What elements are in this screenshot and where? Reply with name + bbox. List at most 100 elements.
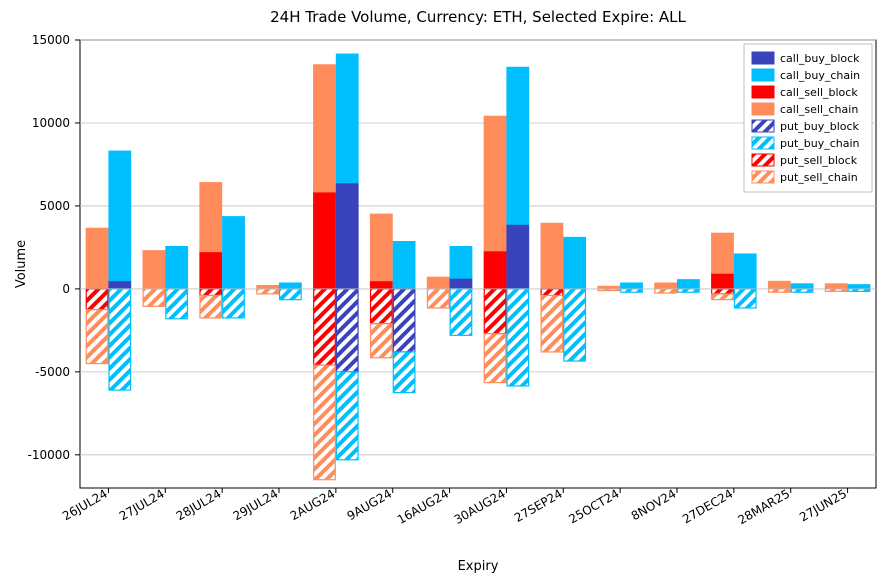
bar-call-buy-chain <box>848 285 870 289</box>
bar-call-buy-chain <box>166 247 188 289</box>
bar-call-sell-block <box>484 251 506 289</box>
x-tick-label: 8NOV24 <box>629 486 679 523</box>
bar-call-buy-chain <box>791 284 813 289</box>
bar-put-buy-chain <box>678 289 700 292</box>
y-tick-label: -5000 <box>35 365 70 379</box>
bar-put-buy-chain <box>336 372 358 460</box>
y-tick-label: 5000 <box>39 199 70 213</box>
bar-call-buy-chain <box>450 247 472 279</box>
x-tick-label: 27JUN25 <box>797 486 849 524</box>
bar-put-sell-block <box>200 289 222 296</box>
bar-put-sell-chain <box>769 289 791 292</box>
bar-put-sell-chain <box>200 296 222 318</box>
bar-put-buy-chain <box>393 352 415 393</box>
y-axis-label: Volume <box>14 240 29 288</box>
legend-label: call_sell_block <box>780 86 858 99</box>
bar-call-buy-chain <box>280 283 302 289</box>
bar-call-sell-chain <box>541 223 563 289</box>
legend-label: call_buy_chain <box>780 69 860 82</box>
bar-call-buy-chain <box>564 237 586 288</box>
bar-put-sell-block <box>484 289 506 334</box>
y-tick-label: 0 <box>62 282 70 296</box>
legend-label: put_buy_block <box>780 120 860 133</box>
bar-call-sell-chain <box>427 277 449 289</box>
bar-put-sell-block <box>314 289 336 365</box>
bar-put-sell-chain <box>143 289 165 306</box>
x-tick-label: 28MAR25 <box>735 486 792 527</box>
bar-call-buy-chain <box>621 283 643 289</box>
x-tick-label: 2AUG24 <box>288 486 338 523</box>
bar-put-buy-block <box>393 289 415 352</box>
bar-call-buy-chain <box>109 151 131 280</box>
bar-put-buy-chain <box>564 289 586 361</box>
bar-call-buy-chain <box>507 67 529 224</box>
x-axis-label: Expiry <box>458 559 499 574</box>
bar-call-sell-chain <box>769 281 791 288</box>
bar-put-sell-chain <box>371 324 393 358</box>
bar-call-buy-block <box>450 278 472 289</box>
bar-put-buy-chain <box>280 289 302 300</box>
legend-swatch <box>752 154 774 166</box>
legend-label: put_sell_chain <box>780 171 858 184</box>
y-tick-label: 15000 <box>32 33 70 47</box>
bar-put-sell-block <box>86 289 108 310</box>
bar-call-sell-block <box>314 192 336 289</box>
bar-put-buy-chain <box>734 289 756 308</box>
x-tick-label: 29JUL24 <box>231 486 281 523</box>
bar-call-sell-chain <box>712 233 734 273</box>
bar-put-sell-chain <box>484 334 506 383</box>
legend <box>744 44 872 192</box>
bar-call-sell-chain <box>86 228 108 289</box>
bar-put-sell-chain <box>541 296 563 352</box>
x-tick-label: 25OCT24 <box>566 486 621 526</box>
bar-put-sell-chain <box>257 289 279 294</box>
bar-call-sell-block <box>712 273 734 289</box>
chart-title: 24H Trade Volume, Currency: ETH, Selecte… <box>270 8 686 26</box>
legend-label: put_buy_chain <box>780 137 860 150</box>
bar-call-sell-block <box>371 281 393 289</box>
bar-put-buy-chain <box>621 289 643 292</box>
bar-put-buy-chain <box>166 289 188 319</box>
bar-put-buy-chain <box>791 289 813 292</box>
bar-call-sell-chain <box>825 284 847 289</box>
bar-call-sell-block <box>200 252 222 289</box>
bar-put-buy-chain <box>109 289 131 390</box>
bar-call-buy-block <box>507 224 529 289</box>
x-tick-label: 27SEP24 <box>512 486 565 525</box>
legend-label: put_sell_block <box>780 154 858 167</box>
bar-put-sell-chain <box>655 289 677 293</box>
x-tick-label: 30AUG24 <box>452 486 508 527</box>
bar-put-sell-chain <box>86 310 108 364</box>
legend-swatch <box>752 171 774 183</box>
bar-call-buy-chain <box>393 242 415 289</box>
bar-put-sell-block <box>712 289 734 294</box>
bar-put-buy-chain <box>450 289 472 335</box>
legend-swatch <box>752 86 774 98</box>
bar-call-sell-chain <box>200 183 222 252</box>
x-tick-label: 27JUL24 <box>117 486 167 523</box>
bar-call-buy-chain <box>678 280 700 289</box>
legend-swatch <box>752 137 774 149</box>
bar-put-sell-chain <box>712 294 734 300</box>
bar-call-buy-block <box>109 281 131 289</box>
x-tick-label: 26JUL24 <box>60 486 110 523</box>
bar-put-buy-chain <box>507 289 529 386</box>
legend-swatch <box>752 69 774 81</box>
x-tick-label: 16AUG24 <box>395 486 451 527</box>
bar-call-sell-chain <box>314 65 336 192</box>
legend-swatch <box>752 52 774 64</box>
bar-call-sell-chain <box>371 214 393 280</box>
bar-call-sell-chain <box>655 283 677 289</box>
legend-swatch <box>752 120 774 132</box>
x-tick-label: 28JUL24 <box>174 486 224 523</box>
bar-put-buy-chain <box>223 289 245 318</box>
bar-call-sell-chain <box>484 116 506 250</box>
bar-call-buy-chain <box>336 54 358 183</box>
bar-call-buy-block <box>336 183 358 289</box>
legend-swatch <box>752 103 774 115</box>
bar-call-buy-chain <box>734 254 756 289</box>
legend-label: call_buy_block <box>780 52 860 65</box>
bar-call-buy-chain <box>223 217 245 289</box>
bar-put-sell-block <box>541 289 563 296</box>
bar-put-sell-chain <box>314 365 336 479</box>
